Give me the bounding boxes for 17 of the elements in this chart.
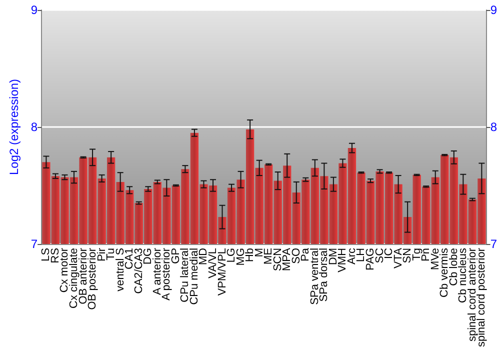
y-tick-label: 9 bbox=[30, 3, 38, 17]
x-tick-label: OB anterior bbox=[77, 248, 90, 304]
y-tick-label: 8 bbox=[30, 120, 38, 134]
x-tick-label: IC bbox=[383, 248, 396, 259]
y2-tick-label: 8 bbox=[490, 120, 498, 134]
y-axis-title: Log2 (expression) bbox=[7, 78, 21, 176]
x-tick-label: spinal cord posterior bbox=[476, 248, 488, 348]
y-tick-label: 7 bbox=[30, 236, 38, 251]
x-tick-label: VA/VL bbox=[206, 248, 219, 278]
y2-tick-label: 7 bbox=[490, 236, 498, 251]
x-tick-label: SO bbox=[290, 248, 302, 264]
y2-tick-label: 9 bbox=[490, 3, 498, 17]
x-tick-label: RS bbox=[49, 248, 62, 264]
x-tick-label: SCN bbox=[272, 248, 284, 272]
x-tick-label: Cb lobe bbox=[448, 248, 460, 286]
x-tick-label: CPu medial bbox=[188, 248, 200, 305]
x-tick-label: Pa bbox=[300, 247, 312, 262]
